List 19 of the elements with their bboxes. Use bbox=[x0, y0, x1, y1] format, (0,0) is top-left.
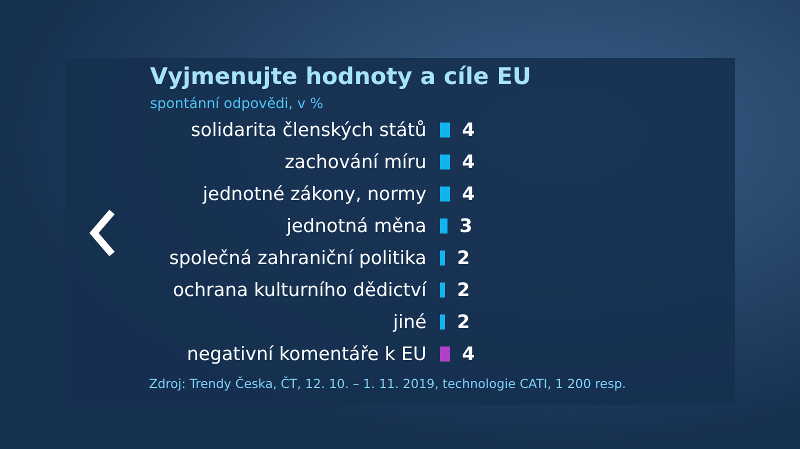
data-label: 2 bbox=[457, 280, 470, 301]
data-label: 4 bbox=[462, 184, 475, 205]
data-label: 2 bbox=[457, 312, 470, 333]
y-tick-label: společná zahraniční politika bbox=[169, 248, 426, 269]
y-tick-label: jiné bbox=[392, 312, 426, 333]
y-tick-label: solidarita členských států bbox=[190, 120, 426, 141]
y-tick-label: negativní komentáře k EU bbox=[186, 344, 426, 365]
y-tick-label: jednotná měna bbox=[286, 216, 426, 237]
data-label: 4 bbox=[462, 152, 475, 173]
text: spontánní odpovědi, v % bbox=[150, 96, 324, 112]
chart-title: Vyjmenujte hodnoty a cíle EU bbox=[150, 64, 532, 90]
data-label: 4 bbox=[462, 344, 475, 365]
data-label: 3 bbox=[460, 216, 472, 237]
y-tick-label: zachování míru bbox=[284, 152, 426, 173]
data-label: 4 bbox=[462, 120, 475, 141]
y-tick-label: jednotné zákony, normy bbox=[202, 184, 427, 205]
y-tick-label: ochrana kulturního dědictví bbox=[172, 280, 428, 301]
data-label: 2 bbox=[457, 248, 470, 269]
text: Zdroj: Trendy Česka, ČT, 12. 10. – 1. 11. 2019, technologie CATI, 1 200 resp. bbox=[149, 376, 626, 391]
